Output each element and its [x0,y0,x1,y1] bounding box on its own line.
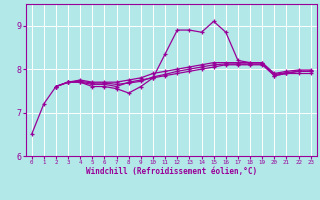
X-axis label: Windchill (Refroidissement éolien,°C): Windchill (Refroidissement éolien,°C) [86,167,257,176]
